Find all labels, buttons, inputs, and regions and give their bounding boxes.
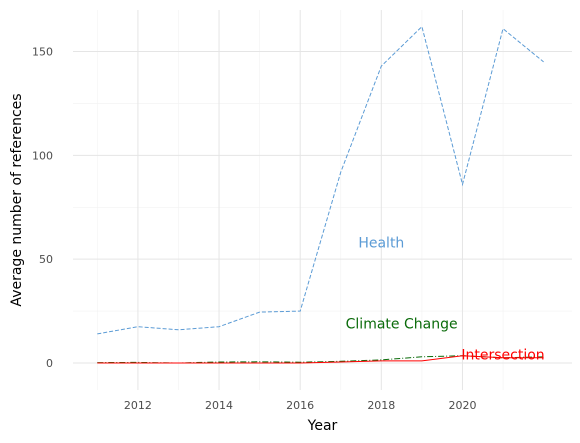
health-line	[97, 25, 544, 335]
grid	[73, 10, 572, 390]
x-tick-label: 2014	[205, 399, 233, 412]
y-tick-label: 50	[39, 253, 53, 266]
x-tick-label: 2020	[448, 399, 476, 412]
intersection-label: Intersection	[461, 348, 544, 364]
y-tick-label: 0	[46, 357, 53, 370]
y-tick-label: 150	[32, 46, 53, 59]
x-tick-label: 2016	[286, 399, 314, 412]
health-label: Health	[358, 236, 404, 252]
tick-labels: 2012 2014 2016 2018 2020 0 50 100 150	[32, 46, 476, 412]
series-lines	[97, 25, 544, 364]
x-tick-label: 2018	[367, 399, 395, 412]
x-axis-title: Year	[307, 418, 338, 434]
y-tick-label: 100	[32, 149, 53, 162]
intersection-line	[97, 355, 544, 364]
y-axis-title: Average number of references	[9, 93, 25, 306]
climate-change-label: Climate Change	[346, 317, 458, 333]
x-tick-label: 2012	[124, 399, 152, 412]
